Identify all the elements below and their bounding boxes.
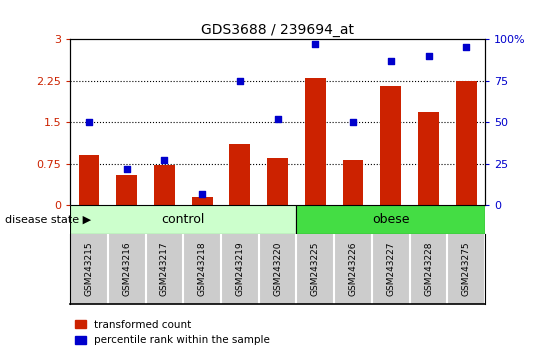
Text: GSM243215: GSM243215 <box>85 242 93 296</box>
Bar <box>154 165 175 205</box>
Text: GSM243216: GSM243216 <box>122 242 131 296</box>
Point <box>236 78 244 83</box>
Text: GSM243228: GSM243228 <box>424 242 433 296</box>
Text: GSM243225: GSM243225 <box>311 242 320 296</box>
Point <box>198 191 206 196</box>
Point <box>386 58 395 63</box>
Bar <box>343 160 363 205</box>
Text: GSM243220: GSM243220 <box>273 242 282 296</box>
Bar <box>418 112 439 205</box>
Bar <box>296 205 485 234</box>
Bar <box>116 175 137 205</box>
Text: GSM243275: GSM243275 <box>462 242 471 296</box>
Text: GSM243218: GSM243218 <box>198 242 206 296</box>
Bar <box>79 155 99 205</box>
Text: GSM243226: GSM243226 <box>349 242 357 296</box>
Point <box>349 119 357 125</box>
Title: GDS3688 / 239694_at: GDS3688 / 239694_at <box>201 23 354 36</box>
Text: obese: obese <box>372 213 410 226</box>
Point <box>122 166 131 172</box>
Bar <box>456 81 476 205</box>
Text: disease state ▶: disease state ▶ <box>5 215 92 224</box>
Text: GSM243227: GSM243227 <box>386 242 395 296</box>
Legend: transformed count, percentile rank within the sample: transformed count, percentile rank withi… <box>75 320 270 345</box>
Point <box>85 119 93 125</box>
Point <box>273 116 282 122</box>
Text: control: control <box>162 213 205 226</box>
Point <box>160 158 169 163</box>
Bar <box>192 197 212 205</box>
Text: GSM243217: GSM243217 <box>160 242 169 296</box>
Text: GSM243219: GSM243219 <box>236 242 244 296</box>
Bar <box>305 78 326 205</box>
Point <box>311 41 320 47</box>
Point <box>462 45 471 50</box>
Point <box>424 53 433 58</box>
Bar <box>267 158 288 205</box>
Bar <box>381 86 401 205</box>
Bar <box>230 144 250 205</box>
Bar <box>70 205 296 234</box>
